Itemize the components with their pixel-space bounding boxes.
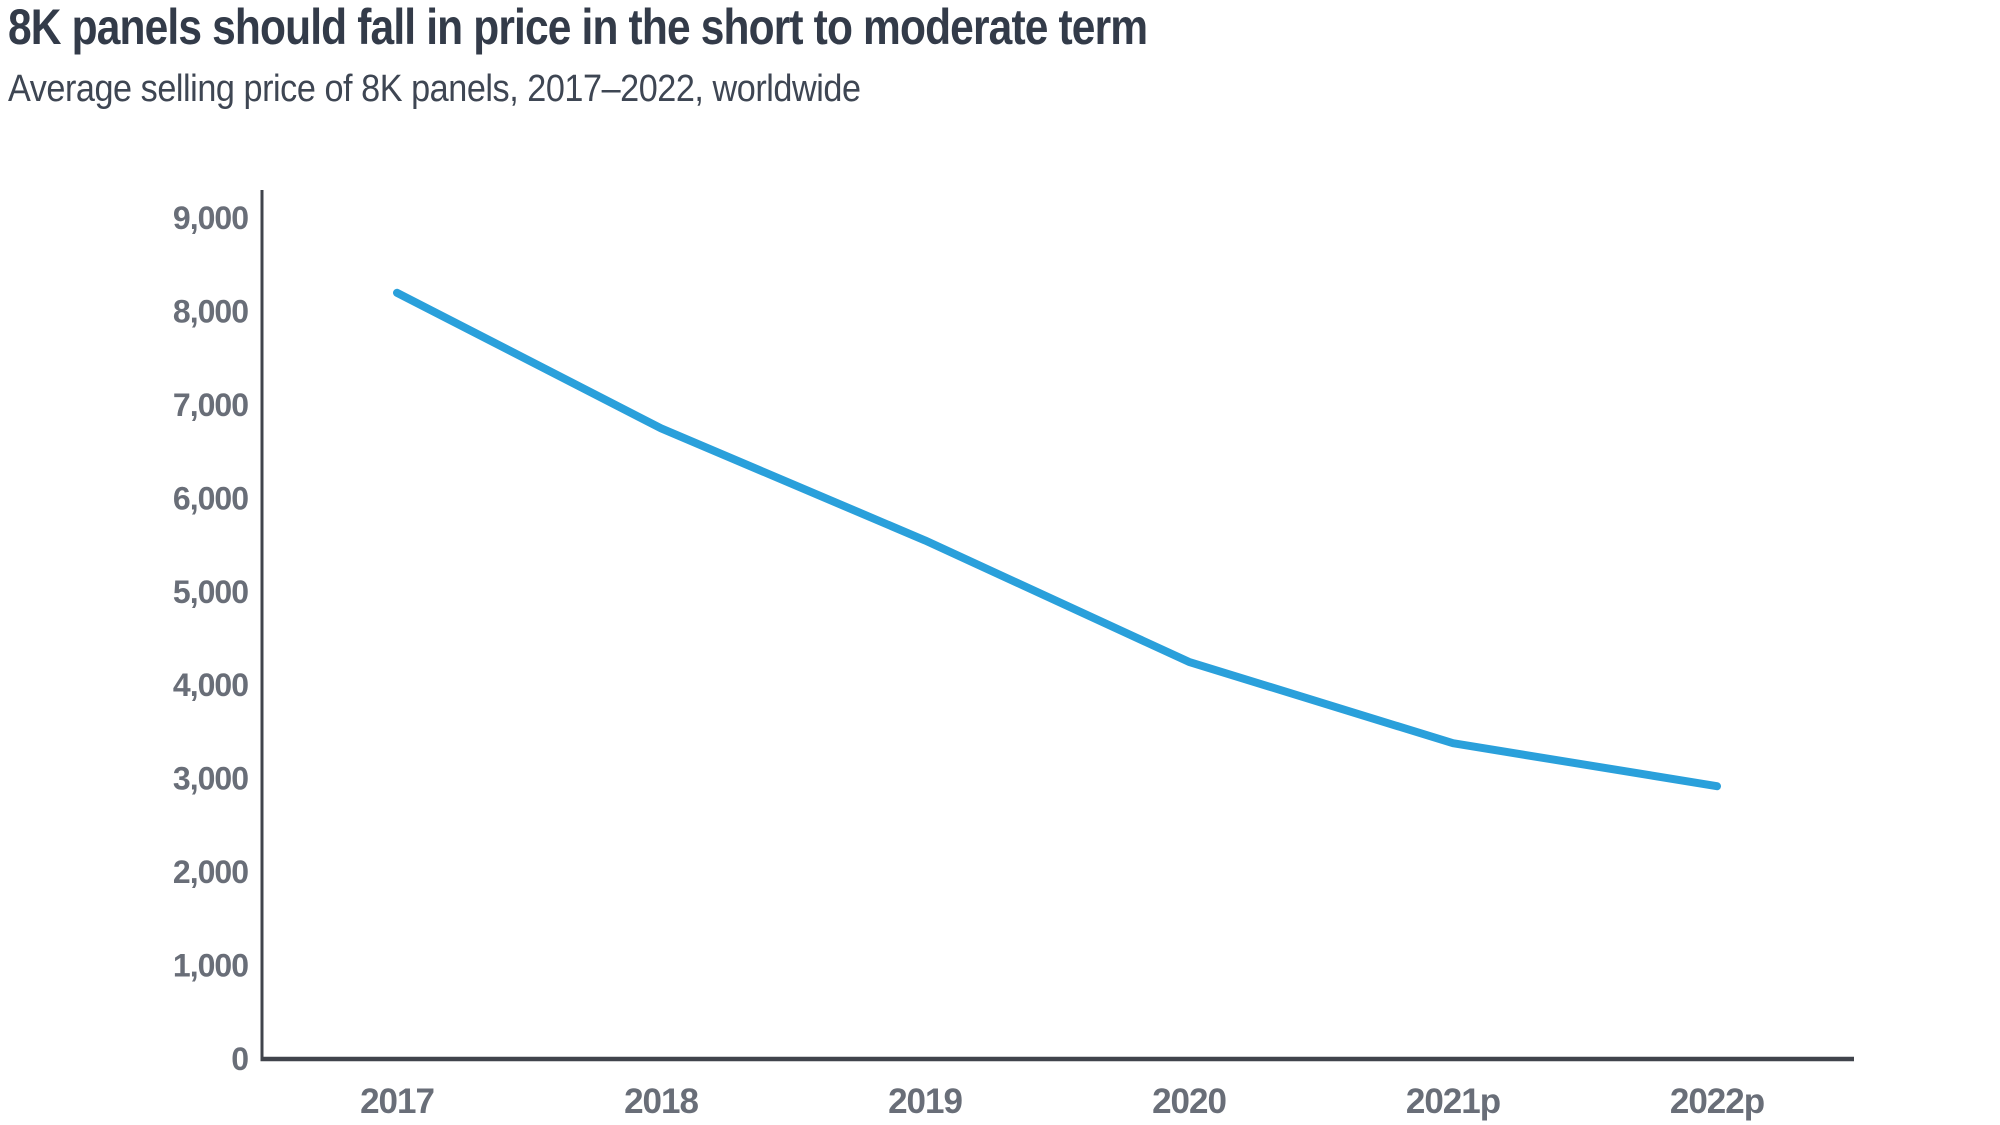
y-tick-label: 4,000 — [173, 667, 248, 703]
y-tick-label: 6,000 — [173, 480, 248, 516]
y-tick-label: 0 — [231, 1041, 248, 1077]
x-axis-label: 2017 — [360, 1082, 434, 1121]
y-tick-label: 9,000 — [173, 200, 248, 236]
x-axis-label: 2019 — [888, 1082, 962, 1121]
y-tick-label: 3,000 — [173, 761, 248, 797]
y-tick-label: 7,000 — [173, 387, 248, 423]
y-tick-label: 5,000 — [173, 574, 248, 610]
chart-subtitle: Average selling price of 8K panels, 2017… — [8, 68, 861, 110]
y-axis: 0 1,000 2,000 3,000 4,000 5,000 6,000 7,000 8,00… — [173, 190, 264, 1077]
x-axis-label: 2022p — [1670, 1082, 1764, 1121]
x-axis-label: 2020 — [1152, 1082, 1226, 1121]
price-line-series — [393, 288, 1721, 791]
x-axis-label: 2021p — [1406, 1082, 1500, 1121]
y-tick-label: 1,000 — [173, 948, 248, 984]
chart-title: 8K panels should fall in price in the sh… — [8, 0, 1148, 55]
x-axis-label: 2018 — [624, 1082, 698, 1121]
y-tick-label: 2,000 — [173, 854, 248, 890]
x-axis: 2017 2018 2019 2020 2021p 2022p — [260, 1056, 1854, 1121]
y-tick-label: 8,000 — [173, 293, 248, 329]
